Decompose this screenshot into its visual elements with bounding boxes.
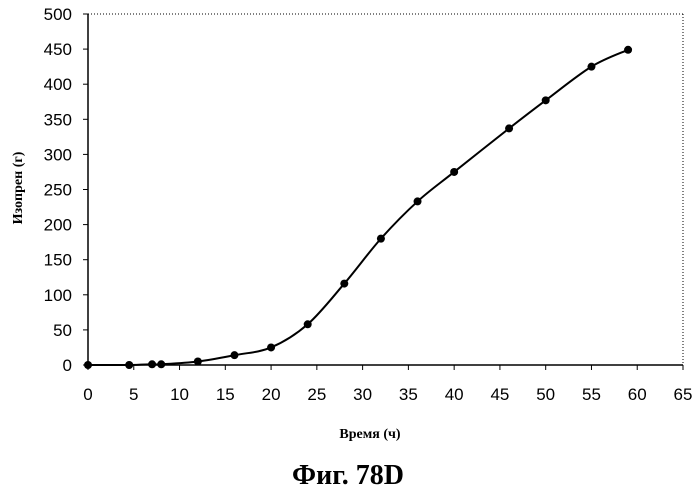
data-point (304, 320, 312, 328)
data-point (194, 357, 202, 365)
x-tick-label: 30 (353, 385, 372, 404)
data-point (587, 63, 595, 71)
x-tick-label: 50 (536, 385, 555, 404)
data-point (624, 46, 632, 54)
x-tick-label: 0 (83, 385, 92, 404)
data-point (450, 168, 458, 176)
x-tick-label: 25 (307, 385, 326, 404)
data-point (157, 360, 165, 368)
x-tick-label: 55 (582, 385, 601, 404)
y-axis-title: Изопрен (г) (11, 151, 26, 224)
y-tick-label: 200 (44, 216, 72, 235)
y-tick-label: 400 (44, 75, 72, 94)
data-point (377, 235, 385, 243)
x-tick-label: 45 (490, 385, 509, 404)
y-tick-label: 250 (44, 181, 72, 200)
y-tick-label: 450 (44, 40, 72, 59)
data-point (414, 197, 422, 205)
y-tick-label: 0 (63, 356, 72, 375)
data-point (505, 124, 513, 132)
y-tick-label: 500 (44, 5, 72, 24)
data-point (148, 360, 156, 368)
x-tick-label: 35 (399, 385, 418, 404)
data-point (542, 96, 550, 104)
data-point (125, 361, 133, 369)
series-group (84, 46, 632, 369)
x-tick-label: 60 (628, 385, 647, 404)
x-tick-label: 15 (216, 385, 235, 404)
y-tick-label: 300 (44, 145, 72, 164)
y-tick-label: 350 (44, 110, 72, 129)
x-tick-label: 65 (674, 385, 693, 404)
x-axis: 0 5 10 15 20 25 30 35 40 45 50 55 60 65 (83, 365, 692, 404)
x-tick-label: 10 (170, 385, 189, 404)
x-tick-label: 20 (262, 385, 281, 404)
y-axis: 0 50 100 150 200 250 300 350 400 450 500 (44, 5, 88, 375)
x-tick-label: 5 (129, 385, 138, 404)
x-axis-title: Время (ч) (339, 427, 401, 442)
data-point (84, 361, 92, 369)
data-point (340, 280, 348, 288)
figure-caption: Фиг. 78D (292, 460, 404, 491)
y-tick-label: 50 (53, 321, 72, 340)
y-tick-label: 150 (44, 251, 72, 270)
data-point (267, 343, 275, 351)
data-point (230, 351, 238, 359)
y-tick-label: 100 (44, 286, 72, 305)
x-tick-label: 40 (445, 385, 464, 404)
